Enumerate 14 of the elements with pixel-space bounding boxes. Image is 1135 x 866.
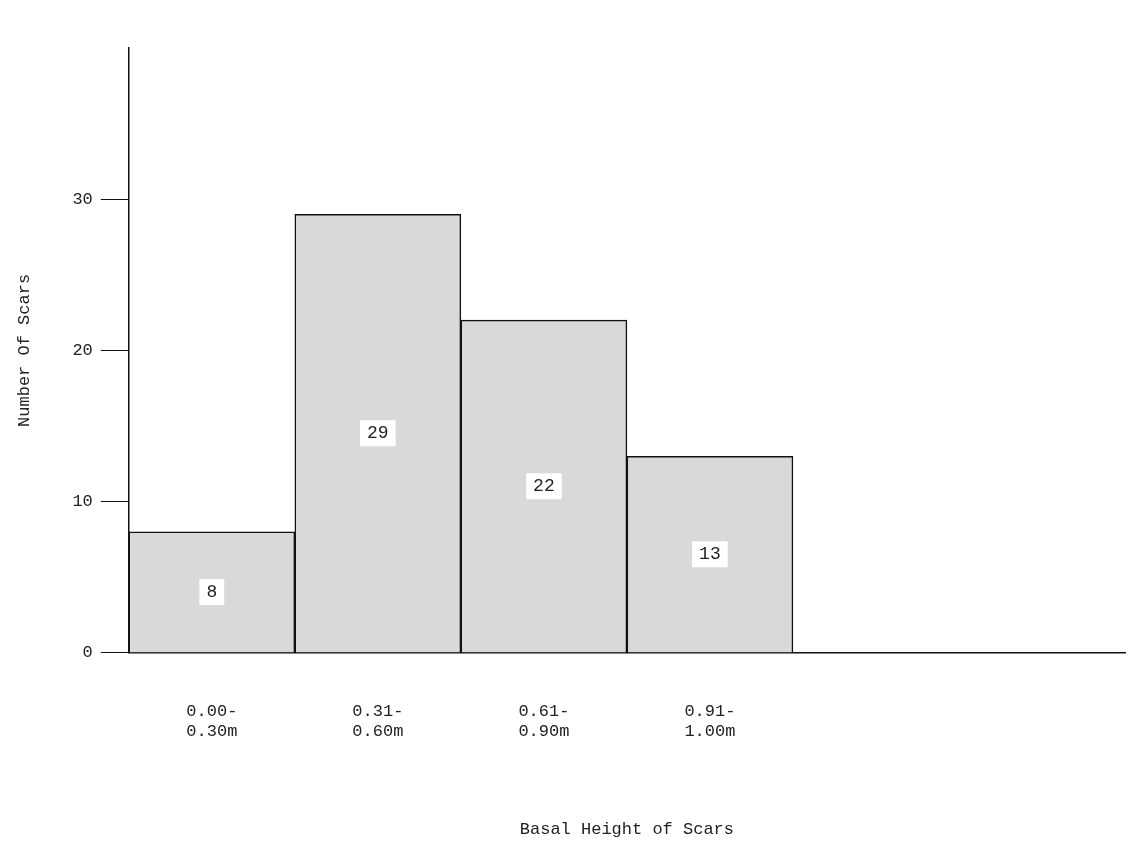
data-label: 22: [533, 476, 555, 496]
x-tick-label: 0.61- 0.90m: [518, 701, 570, 741]
y-tick-label: 30: [72, 189, 93, 209]
y-tick-label: 20: [72, 340, 93, 360]
data-label: 8: [206, 581, 218, 602]
data-label: 29: [367, 423, 389, 444]
y-axis-title: Number Of Scars: [14, 273, 34, 427]
x-axis-title: Basal Height of Scars: [519, 820, 735, 840]
x-tick-label: 0.31- 0.60m: [352, 701, 404, 741]
data-label: 13: [699, 544, 721, 565]
x-tick-label: 0.00- 0.30m: [186, 701, 238, 741]
x-tick-label: 0.91- 1.00m: [684, 701, 736, 741]
y-tick-label: 0: [82, 643, 93, 663]
y-tick-label: 10: [72, 492, 93, 512]
